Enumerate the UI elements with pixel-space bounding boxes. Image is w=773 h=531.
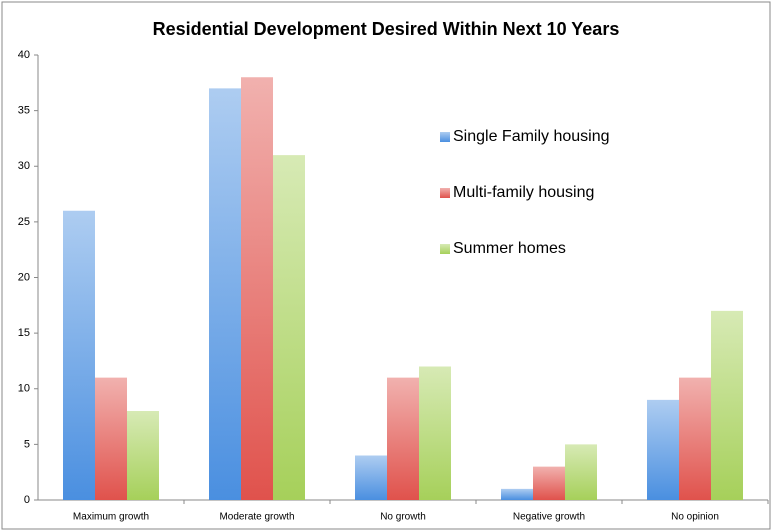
- bar: [679, 377, 711, 500]
- x-tick-label: Negative growth: [513, 512, 585, 523]
- bar: [387, 377, 419, 500]
- chart-title: Residential Development Desired Within N…: [153, 19, 620, 39]
- legend-swatch: [440, 188, 450, 198]
- bar: [647, 399, 679, 500]
- bar: [127, 411, 159, 500]
- y-tick-label: 0: [24, 494, 30, 506]
- bar: [533, 466, 565, 500]
- bar: [273, 155, 305, 500]
- bar: [209, 88, 241, 500]
- y-tick-label: 15: [18, 327, 30, 339]
- y-tick-label: 5: [24, 438, 30, 450]
- bar: [63, 210, 95, 500]
- y-tick-label: 40: [18, 49, 30, 61]
- legend-label: Single Family housing: [453, 128, 610, 145]
- y-tick-label: 10: [18, 383, 30, 395]
- legend-label: Multi-family housing: [453, 184, 594, 201]
- bar: [355, 455, 387, 500]
- y-tick-label: 30: [18, 160, 30, 172]
- y-tick-label: 35: [18, 105, 30, 117]
- bar: [241, 77, 273, 500]
- x-tick-label: Moderate growth: [219, 512, 294, 523]
- bar: [419, 366, 451, 500]
- bar: [95, 377, 127, 500]
- y-tick-label: 25: [18, 216, 30, 228]
- x-tick-label: No growth: [380, 512, 426, 523]
- bar: [501, 488, 533, 500]
- x-tick-label: No opinion: [671, 512, 719, 523]
- legend-swatch: [440, 244, 450, 254]
- x-tick-label: Maximum growth: [73, 512, 149, 523]
- bar: [565, 444, 597, 500]
- bar: [711, 310, 743, 500]
- y-tick-label: 20: [18, 271, 30, 283]
- legend-swatch: [440, 132, 450, 142]
- legend-label: Summer homes: [453, 240, 566, 257]
